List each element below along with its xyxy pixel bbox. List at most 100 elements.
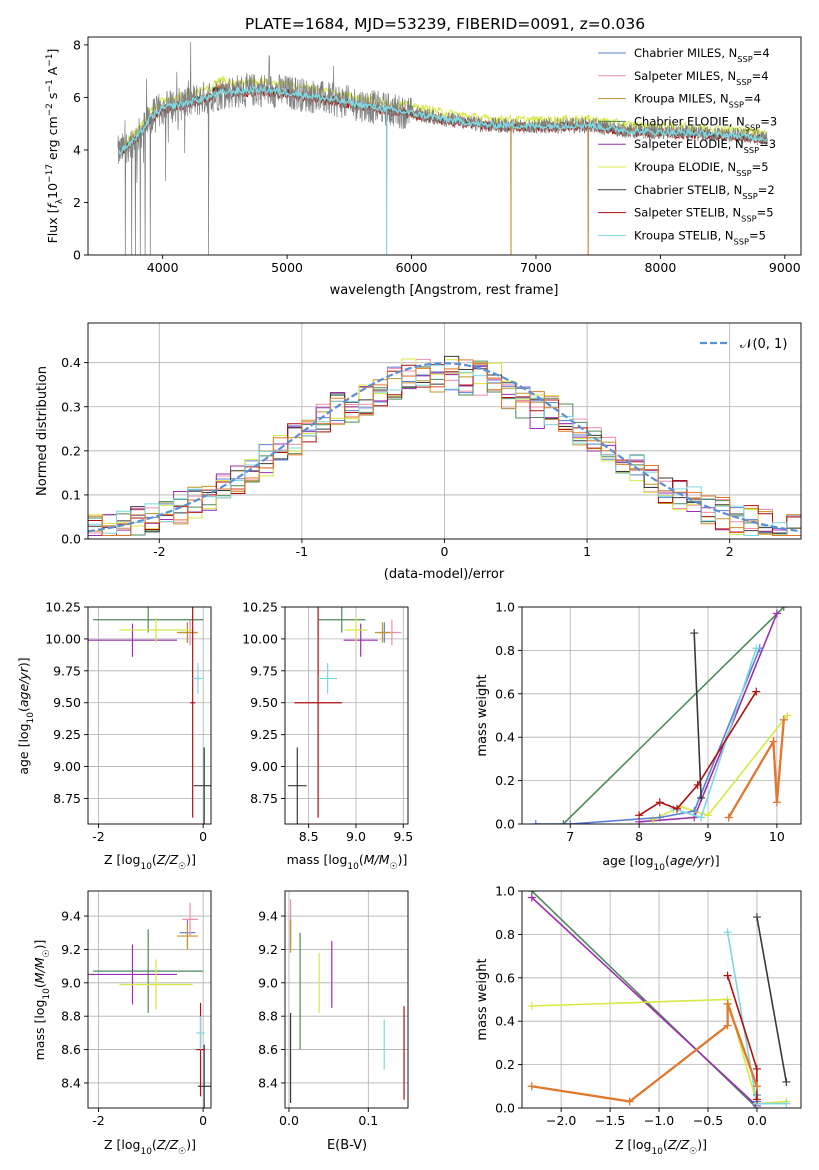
age_vs_mass-ytick-label: 10.25 <box>242 600 278 615</box>
mass_vs_ebv-ytick-label: 8.4 <box>258 1075 278 1090</box>
masslabel: mass [log10(M/M☉)] <box>287 852 408 872</box>
weight-marker <box>752 913 761 922</box>
figure-title: PLATE=1684, MJD=53239, FIBERID=0091, z=0… <box>245 15 645 33</box>
residuals-axes: -2 -1 0 1 2 0.0 0.1 0.2 0.3 0.4 𝒩(0, 1) (data-model… <box>35 322 802 582</box>
weight_vs_age-ytick-label: 1.0 <box>495 600 515 615</box>
weight-marker <box>635 811 644 820</box>
residuals-xtick-label: 0 <box>441 544 449 559</box>
weight_vs_Z-border <box>521 890 802 1109</box>
mass_vs_ebv-ytick-label: 8.6 <box>258 1042 278 1057</box>
age_vs_mass-ytick-label: 9.25 <box>250 727 278 742</box>
age_vs_Z-border <box>87 606 212 825</box>
residuals-ytick-label: 0.0 <box>61 532 81 547</box>
mass_vs_Z-axes: -2 0 8.4 8.6 8.8 9.0 9.2 9.4 Z [log10(Z/Z☉)] mass… <box>32 890 212 1157</box>
age_vs_Z-axes: -2 0 8.75 9.00 9.25 9.50 9.75 10.00 10.25 Z [log1… <box>16 600 212 872</box>
spectrum-xtick-label: 5000 <box>271 260 303 275</box>
legend-label: Chabrier STELIB, NSSP=2 <box>634 183 775 201</box>
age_vs_mass-border <box>284 606 409 825</box>
weight-marker <box>690 629 699 638</box>
weight-marker <box>648 815 657 824</box>
age_vs_Z-ytick-label: 9.25 <box>53 727 81 742</box>
spectrum-ytick-label: 4 <box>73 142 81 157</box>
model-spectrum-line <box>118 84 767 156</box>
age_vs_Z-ytick-label: 10.25 <box>45 600 81 615</box>
mass_vs_Z-ytick-label: 8.6 <box>61 1042 81 1057</box>
age_vs_Z-ytick-label: 9.50 <box>53 695 81 710</box>
mass_vs_Z-plot-area <box>88 902 211 1108</box>
weight_vs_Z-ytick-label: 0.0 <box>495 1101 515 1116</box>
weight-series-line <box>727 719 785 819</box>
weight_vs_age-border <box>521 606 802 825</box>
weight-marker <box>690 806 699 815</box>
mass_vs_Z-xtick-label: -2 <box>92 1113 104 1128</box>
zlabel: Z [log10(Z/Z☉)] <box>104 852 196 872</box>
weight-series-line <box>562 607 785 824</box>
mass_vs_ebv-frame: 0.0 0.1 8.4 8.6 8.8 9.0 9.2 9.4 E(B-V) <box>258 890 409 1153</box>
weight-marker <box>655 798 664 807</box>
weight-marker <box>531 820 540 824</box>
legend-label: Chabrier MILES, NSSP=4 <box>634 46 770 64</box>
weight_vs_age-xtick-label: 8 <box>635 829 643 844</box>
weight-marker <box>704 811 712 820</box>
residuals-xtick-label: 2 <box>726 544 734 559</box>
weight_vs_age-ytick-label: 0.2 <box>495 773 515 788</box>
weight-marker <box>697 793 706 802</box>
zlabel: Z [log10(Z/Z☉)] <box>615 1137 707 1157</box>
weight_vs_Z-ytick-label: 0.6 <box>495 970 515 985</box>
age_vs_mass-xtick-label: 8.5 <box>299 829 319 844</box>
weight-marker <box>566 820 575 824</box>
spectrum-ytick-label: 2 <box>73 195 81 210</box>
age_vs_mass-ytick-label: 9.50 <box>250 695 278 710</box>
mass_vs_ebv-ytick-label: 9.2 <box>258 942 278 957</box>
mass_vs_Z-ytick-label: 8.8 <box>61 1009 81 1024</box>
age_vs_mass-frame: 8.5 9.0 9.5 8.75 9.00 9.25 9.50 9.75 10.00 10.25 m… <box>242 600 413 873</box>
weight-series-line <box>531 998 787 1105</box>
legend-label: 𝒩(0, 1) <box>740 337 787 352</box>
spectrum-ytick-label: 8 <box>73 37 81 52</box>
mass_vs_ebv-xtick-label: 0.0 <box>279 1113 299 1128</box>
weight_vs_Z-ytick-label: 1.0 <box>495 884 515 899</box>
weight_vs_age-frame: 7 8 9 10 0.0 0.2 0.4 0.6 0.8 1.0 mass weight age [l… <box>475 600 802 873</box>
age_vs_mass-ytick-label: 9.75 <box>250 663 278 678</box>
weight_vs_age-xtick-label: 9 <box>704 829 712 844</box>
masslabel: mass [log10(M/M☉)] <box>32 940 52 1061</box>
age_vs_mass-xtick-label: 9.0 <box>346 829 366 844</box>
legend-label: Salpeter ELODIE, NSSP=3 <box>634 137 776 155</box>
weight-marker <box>655 813 664 822</box>
weight_vs_Z-ylabel: mass weight <box>475 958 490 1040</box>
legend-label: Chabrier ELODIE, NSSP=3 <box>634 114 777 132</box>
spectrum-xtick-label: 6000 <box>396 260 428 275</box>
legend-label: Salpeter MILES, NSSP=4 <box>634 69 769 87</box>
mass_vs_Z-ytick-label: 9.4 <box>61 909 81 924</box>
legend-label: Kroupa STELIB, NSSP=5 <box>634 228 766 246</box>
age_vs_Z-ytick-label: 9.00 <box>53 759 81 774</box>
spectrum-xtick-label: 9000 <box>769 260 801 275</box>
weight-marker <box>527 893 536 902</box>
agelabel: age [log10(age/yr)] <box>602 853 719 873</box>
legend-label: Kroupa ELODIE, NSSP=5 <box>634 160 769 178</box>
weight-marker <box>673 804 681 813</box>
weight_vs_Z-xtick-label: 0.0 <box>747 1113 767 1128</box>
spectrum-ytick-label: 6 <box>73 90 81 105</box>
weight-marker <box>769 737 778 746</box>
age_vs_mass-axes: 8.5 9.0 9.5 8.75 9.00 9.25 9.50 9.75 10.00 10.25 m… <box>242 600 413 873</box>
weight-series-line <box>693 632 702 799</box>
age_vs_Z-ytick-label: 9.75 <box>53 663 81 678</box>
spectrum-plot-area <box>117 41 768 255</box>
observed-spectrum-line <box>117 41 768 255</box>
weight-marker <box>779 607 788 611</box>
spectrum-xtick-label: 8000 <box>644 260 676 275</box>
mass_vs_ebv-ytick-label: 8.8 <box>258 1009 278 1024</box>
weight_vs_age-xtick-label: 10 <box>769 829 785 844</box>
weight_vs_Z-xtick-label: −1.0 <box>644 1113 674 1128</box>
weight_vs_age-ytick-label: 0.0 <box>495 817 515 832</box>
mass_vs_Z-border <box>87 890 212 1109</box>
spectrum-legend: Chabrier MILES, NSSP=4 Salpeter MILES, NS… <box>598 46 777 246</box>
mass_vs_Z-ytick-label: 9.0 <box>61 975 81 990</box>
weight_vs_Z-frame: −2.0 −1.5 −1.0 −0.5 0.0 0.0 0.2 0.4 0.6 0.8 1.0 mas… <box>475 884 802 1157</box>
weight-marker <box>752 687 761 696</box>
spectrum-ytick-label: 0 <box>73 248 81 263</box>
weight-marker <box>724 813 733 822</box>
residuals-plot-area <box>88 355 801 536</box>
